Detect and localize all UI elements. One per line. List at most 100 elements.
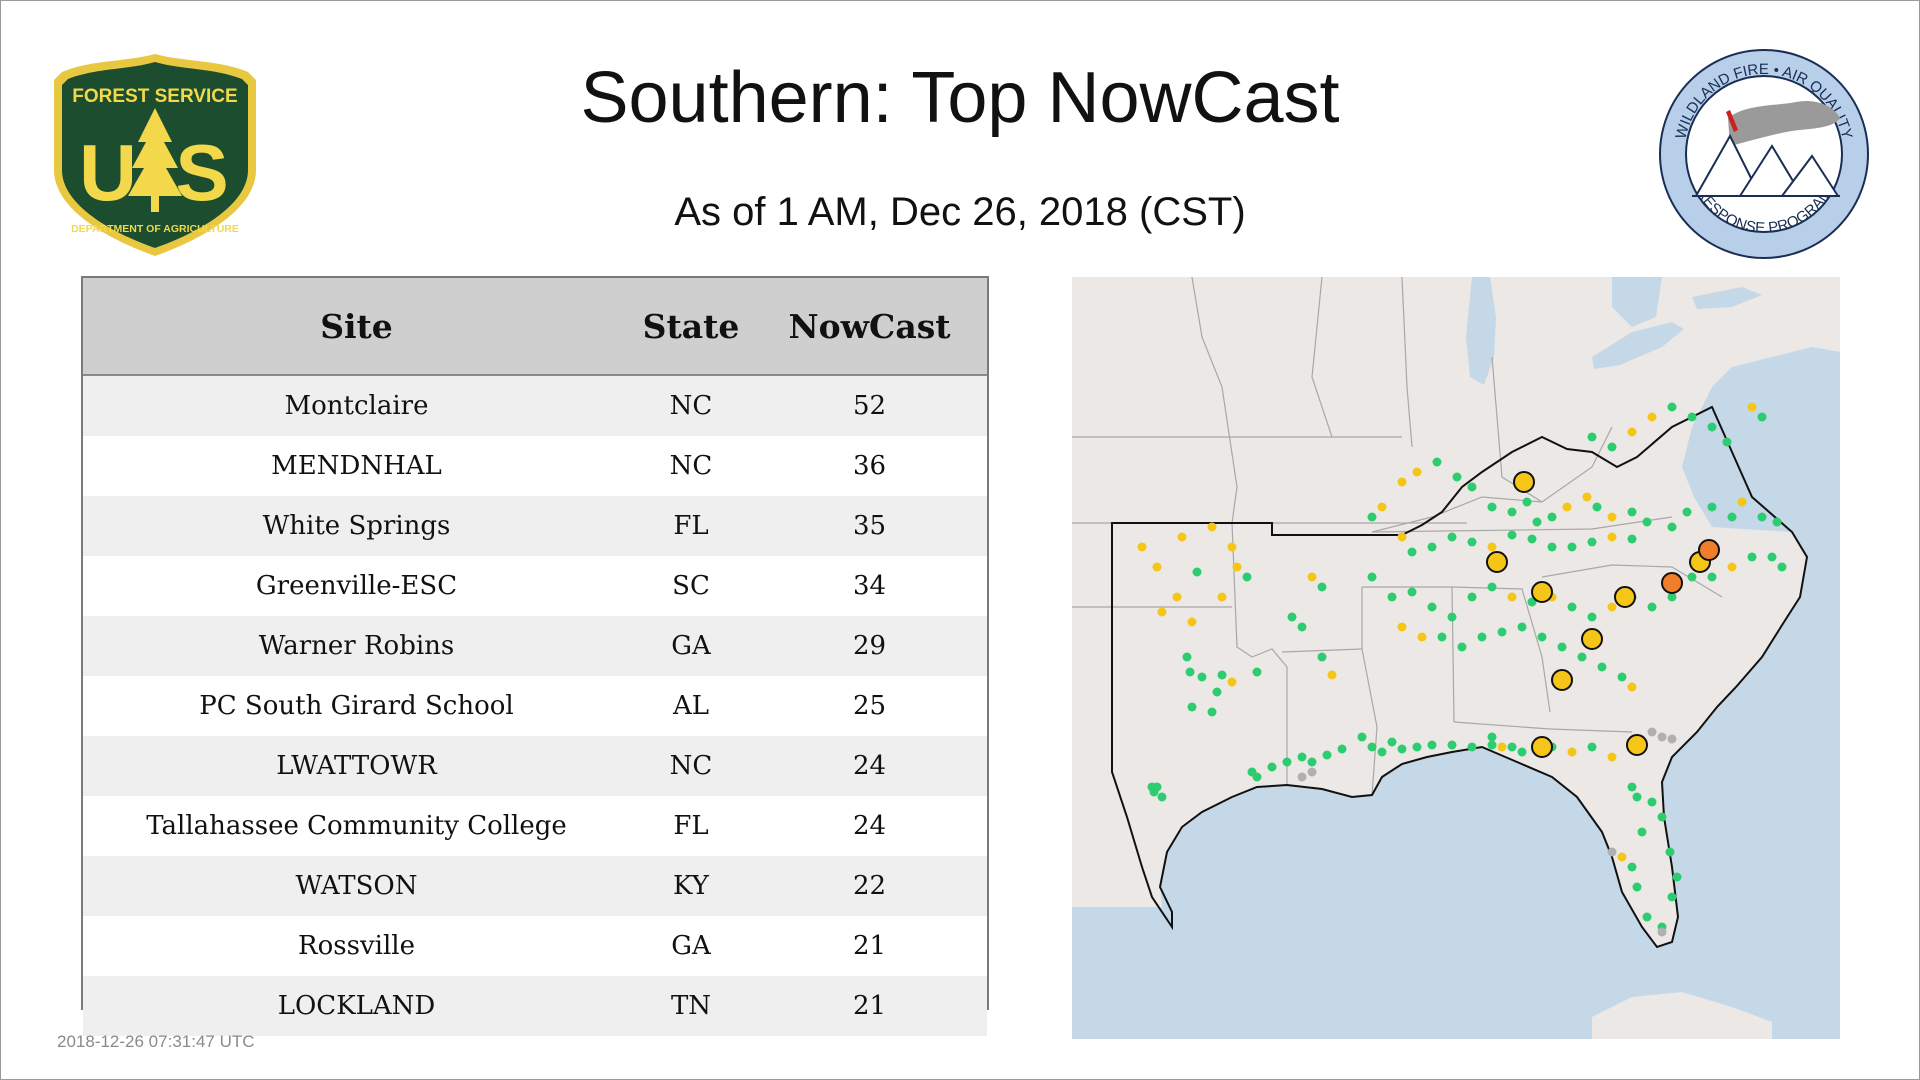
site-marker-icon [1647,797,1657,807]
site-marker-icon [1297,622,1307,632]
southern-region-map [1072,276,1840,1039]
site-marker-icon [1477,632,1487,642]
site-marker-icon [1427,740,1437,750]
site-cell: PC South Girard School [83,676,630,736]
site-marker-icon [1307,767,1317,777]
site-marker-icon [1172,592,1182,602]
site-marker-icon [1207,522,1217,532]
site-marker-icon [1767,552,1777,562]
site-marker-icon [1517,622,1527,632]
site-marker-icon [1387,737,1397,747]
table-row: WATSON KY 22 [83,856,987,916]
table-row: Rossville GA 21 [83,916,987,976]
pine-tree-icon [128,108,182,212]
site-marker-icon [1487,582,1497,592]
forest-service-bottom-text: DEPARTMENT OF AGRICULTURE [71,223,239,235]
site-marker-icon [1287,612,1297,622]
site-marker-icon [1212,687,1222,697]
site-marker-icon [1487,732,1497,742]
site-marker-icon [1487,740,1497,750]
site-cell: Greenville-ESC [83,556,630,616]
wildland-fire-logo: WILDLAND FIRE • AIR QUALITY RESPONSE PRO… [1656,46,1872,262]
site-marker-icon [1607,512,1617,522]
site-marker-icon [1217,592,1227,602]
site-marker-icon [1427,602,1437,612]
site-marker-icon [1507,530,1517,540]
cuba [1592,992,1772,1039]
top-site-marker-icon [1581,628,1603,650]
site-marker-icon [1377,502,1387,512]
site-marker-icon [1667,592,1677,602]
state-cell: NC [630,736,752,796]
state-cell: GA [630,916,752,976]
site-marker-icon [1617,672,1627,682]
site-marker-icon [1722,437,1732,447]
site-marker-icon [1667,522,1677,532]
site-marker-icon [1687,412,1697,422]
site-marker-icon [1627,427,1637,437]
site-marker-icon [1737,497,1747,507]
state-cell: TN [630,976,752,1036]
site-marker-icon [1412,467,1422,477]
site-marker-icon [1207,707,1217,717]
site-marker-icon [1152,782,1162,792]
table-header-row: Site State NowCast [83,278,987,376]
table-row: Warner Robins GA 29 [83,616,987,676]
site-marker-icon [1157,607,1167,617]
site-marker-icon [1252,667,1262,677]
site-marker-icon [1537,632,1547,642]
state-cell: FL [630,496,752,556]
nowcast-cell: 25 [752,676,987,736]
forest-service-top-text: FOREST SERVICE [72,86,237,107]
site-marker-icon [1777,562,1787,572]
site-marker-icon [1707,502,1717,512]
site-marker-icon [1657,927,1667,937]
site-marker-icon [1337,744,1347,754]
forest-service-u-letter: U [79,128,137,217]
site-marker-icon [1772,517,1782,527]
column-header-site: Site [83,278,630,376]
site-marker-icon [1397,622,1407,632]
site-cell: Rossville [83,916,630,976]
site-marker-icon [1707,572,1717,582]
site-cell: LOCKLAND [83,976,630,1036]
lake-erie [1592,322,1684,369]
table-row: LWATTOWR NC 24 [83,736,987,796]
nowcast-cell: 21 [752,916,987,976]
table-row: White Springs FL 35 [83,496,987,556]
site-marker-icon [1307,757,1317,767]
site-marker-icon [1517,747,1527,757]
site-marker-icon [1467,592,1477,602]
nowcast-cell: 52 [752,375,987,436]
site-marker-icon [1227,542,1237,552]
site-marker-icon [1497,742,1507,752]
site-marker-icon [1417,632,1427,642]
site-marker-icon [1387,592,1397,602]
site-marker-icon [1307,572,1317,582]
site-marker-icon [1747,552,1757,562]
site-marker-icon [1232,562,1242,572]
nowcast-cell: 24 [752,736,987,796]
site-marker-icon [1252,772,1262,782]
site-marker-icon [1757,412,1767,422]
site-marker-icon [1397,477,1407,487]
site-marker-icon [1137,542,1147,552]
site-marker-icon [1727,562,1737,572]
column-header-state: State [630,278,752,376]
nowcast-cell: 29 [752,616,987,676]
site-marker-icon [1607,752,1617,762]
site-marker-icon [1527,534,1537,544]
site-marker-icon [1607,602,1617,612]
site-marker-icon [1452,472,1462,482]
site-marker-icon [1587,742,1597,752]
site-marker-icon [1607,847,1617,857]
lake-huron [1612,277,1662,327]
site-marker-icon [1182,652,1192,662]
site-marker-icon [1632,792,1642,802]
site-marker-icon [1727,512,1737,522]
site-marker-icon [1457,642,1467,652]
site-marker-icon [1627,534,1637,544]
site-marker-icon [1467,537,1477,547]
site-marker-icon [1557,642,1567,652]
site-marker-icon [1657,732,1667,742]
